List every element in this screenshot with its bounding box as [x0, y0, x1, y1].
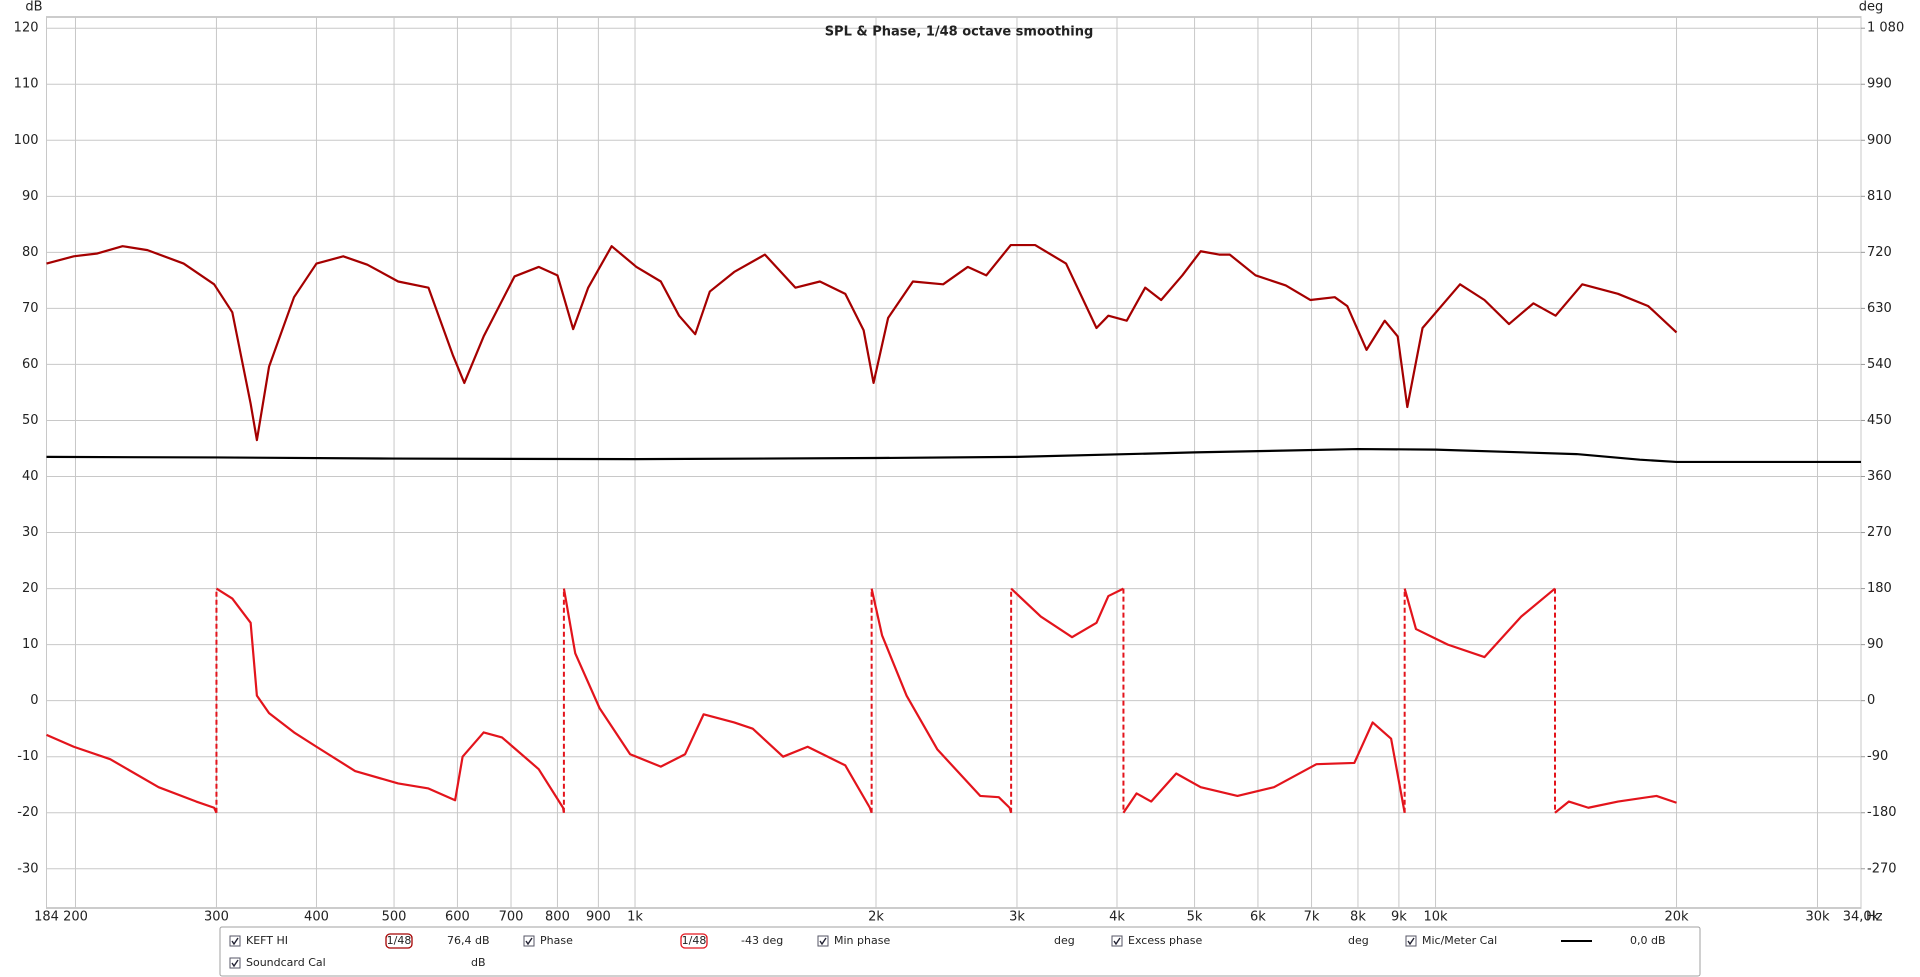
y-tick-label: 10	[22, 637, 39, 652]
legend-checkbox-disabled-tick	[1113, 937, 1121, 946]
legend-label: Soundcard Cal	[246, 956, 326, 969]
x-tick-label: 400	[304, 910, 329, 925]
y-tick-label: 20	[22, 581, 39, 596]
x-tick-label: 2k	[868, 910, 884, 925]
y2-tick-label: 180	[1867, 581, 1892, 596]
legend-panel	[219, 926, 1701, 977]
legend-unit: dB	[471, 956, 486, 969]
legend-checkbox[interactable]	[229, 935, 241, 947]
x-tick-label: 500	[382, 910, 407, 925]
series-line	[46, 243, 1678, 442]
smoothing-button[interactable]	[680, 933, 708, 949]
x-tick-label: 1k	[627, 910, 643, 925]
x-unit: Hz	[1866, 910, 1883, 925]
legend-checkbox[interactable]	[523, 935, 535, 947]
legend-checkbox-disabled[interactable]	[817, 935, 829, 947]
y2-tick-label: 270	[1867, 525, 1892, 540]
y-tick-label: -10	[17, 749, 38, 764]
x-tick-label: 8k	[1350, 910, 1366, 925]
x-tick-label: 10k	[1424, 910, 1449, 925]
legend-label: Min phase	[834, 934, 890, 947]
x-tick-label: 34,0k	[1843, 910, 1880, 925]
x-tick-label: 30k	[1805, 910, 1830, 925]
y2-tick-label: -90	[1867, 749, 1888, 764]
y-tick-label: 100	[14, 133, 39, 148]
x-tick-label: 900	[586, 910, 611, 925]
x-tick-label: 3k	[1009, 910, 1025, 925]
y2-tick-label: 990	[1867, 77, 1892, 92]
y-tick-label: -30	[17, 861, 38, 876]
y2-tick-label: 450	[1867, 413, 1892, 428]
y2-tick-label: 0	[1867, 693, 1875, 708]
legend-checkbox-tick	[1407, 937, 1415, 946]
legend-readout: -43 deg	[741, 934, 783, 947]
series-line	[46, 447, 1861, 464]
y2-tick-label: -180	[1867, 805, 1897, 820]
y-tick-label: 110	[14, 77, 39, 92]
legend-unit: deg	[1348, 934, 1369, 947]
legend-readout: 76,4 dB	[447, 934, 490, 947]
x-tick-label: 20k	[1664, 910, 1689, 925]
legend-checkbox-tick	[525, 937, 533, 946]
y2-tick-label: 810	[1867, 189, 1892, 204]
y2-tick-label: 360	[1867, 469, 1892, 484]
smoothing-label: 1/48	[387, 934, 412, 947]
legend-readout: 0,0 dB	[1630, 934, 1666, 947]
legend-checkbox-tick	[231, 937, 239, 946]
legend-label: Phase	[540, 934, 573, 947]
y2-tick-label: -270	[1867, 861, 1897, 876]
y-tick-label: -20	[17, 805, 38, 820]
y-tick-label: 70	[22, 301, 39, 316]
x-tick-label: 7k	[1304, 910, 1320, 925]
y-tick-label: 90	[22, 189, 39, 204]
legend-checkbox-disabled-tick	[231, 959, 239, 968]
legend-label: Excess phase	[1128, 934, 1202, 947]
x-tick-label: 4k	[1109, 910, 1125, 925]
y-tick-label: 40	[22, 469, 39, 484]
legend-unit: deg	[1054, 934, 1075, 947]
x-tick-label: 9k	[1391, 910, 1407, 925]
y-tick-label: 80	[22, 245, 39, 260]
y-tick-label: 50	[22, 413, 39, 428]
x-tick-label: 600	[445, 910, 470, 925]
y-tick-label: 120	[14, 21, 39, 36]
plot-area	[46, 16, 1862, 909]
x-tick-label: 700	[499, 910, 524, 925]
y-tick-label: 30	[22, 525, 39, 540]
y2-tick-label: 540	[1867, 357, 1892, 372]
y-tick-label: 60	[22, 357, 39, 372]
y-unit: dB	[25, 0, 42, 15]
y2-tick-label: 630	[1867, 301, 1892, 316]
legend-checkbox-disabled[interactable]	[1111, 935, 1123, 947]
legend-checkbox[interactable]	[1405, 935, 1417, 947]
y2-tick-label: 900	[1867, 133, 1892, 148]
x-tick-label: 200	[63, 910, 88, 925]
y2-tick-label: 720	[1867, 245, 1892, 260]
x-tick-label: 6k	[1250, 910, 1266, 925]
legend-checkbox-disabled-tick	[819, 937, 827, 946]
y2-tick-label: 1 080	[1867, 21, 1904, 36]
chart-title: SPL & Phase, 1/48 octave smoothing	[825, 25, 1094, 40]
legend-checkbox-disabled[interactable]	[229, 957, 241, 969]
y2-tick-label: 90	[1867, 637, 1884, 652]
smoothing-button[interactable]	[385, 933, 413, 949]
x-tick-label: 5k	[1187, 910, 1203, 925]
x-tick-label: 300	[204, 910, 229, 925]
series-line	[46, 587, 1677, 814]
legend-label: Mic/Meter Cal	[1422, 934, 1497, 947]
y2-unit: deg	[1859, 0, 1884, 15]
y-tick-label: 0	[30, 693, 38, 708]
x-tick-label: 800	[545, 910, 570, 925]
legend-label: KEFT HI	[246, 934, 288, 947]
x-tick-label: 184	[34, 910, 59, 925]
smoothing-label: 1/48	[682, 934, 707, 947]
